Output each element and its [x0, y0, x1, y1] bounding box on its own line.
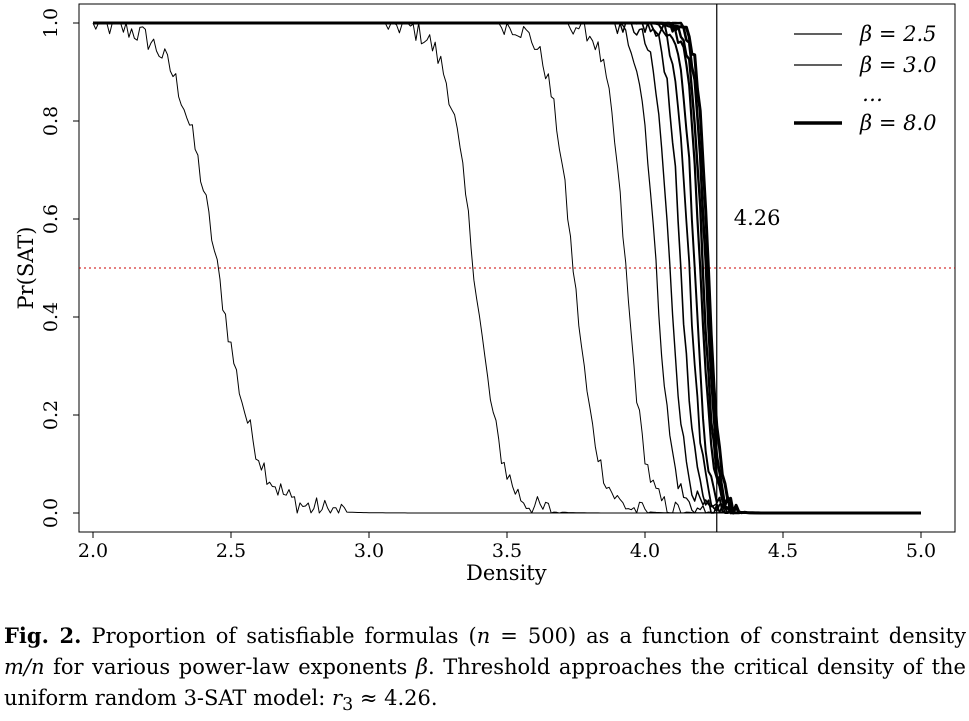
y-tick-label: 0.4 [40, 302, 62, 332]
caption-text-2: = 500) as a function of constraint densi… [490, 624, 966, 648]
caption-mn: m/n [4, 655, 45, 679]
x-tick-label: 2.0 [78, 540, 108, 562]
reference-lines: 4.26 [79, 4, 955, 532]
series-line-5 [93, 22, 921, 514]
caption-text-4: . Threshold approaches the critical dens… [4, 655, 966, 710]
legend-label: … [862, 82, 883, 106]
caption-n-variable: n [476, 624, 491, 648]
legend-label: β = 8.0 [859, 111, 936, 135]
series-line-11 [93, 21, 921, 515]
legend: β = 2.5 β = 3.0 … β = 8.0 [794, 22, 936, 135]
y-tick-label: 0.6 [40, 204, 62, 234]
series-line-7 [93, 22, 921, 514]
series-line-2 [93, 22, 921, 514]
series-line-1 [92, 22, 921, 514]
caption-text-1: Proportion of satisfiable formulas ( [91, 624, 477, 648]
series-line-9 [93, 22, 921, 514]
y-axis-label: Pr(SAT) [14, 227, 38, 310]
x-tick-label: 4.0 [630, 540, 660, 562]
axes-layer: 2.0 2.5 3.0 3.5 4.0 4.5 5.0 0.0 0.2 0.4 0.6 0.8 1.0 [40, 8, 936, 562]
series-line-4 [93, 22, 921, 514]
series-line-3 [93, 22, 921, 514]
series-line-8 [93, 22, 921, 514]
series-line-13 [93, 21, 921, 515]
sat-threshold-chart: 4.26 2.0 2.5 3.0 3.5 4.0 4.5 5.0 0.0 0.2 0.4 0.6 0.… [14, 3, 956, 585]
series-layer [92, 21, 921, 515]
series-line-10 [93, 21, 921, 515]
caption-text-3: for various power-law exponents [44, 655, 416, 679]
legend-label: β = 3.0 [859, 53, 936, 77]
y-tick-label: 1.0 [40, 8, 62, 38]
caption-text-5: ≈ 4.26. [353, 686, 438, 710]
x-tick-label: 3.0 [354, 540, 384, 562]
threshold-label: 4.26 [734, 206, 781, 230]
y-tick-label: 0.0 [40, 498, 62, 528]
figure-caption: Fig. 2. Proportion of satisfiable formul… [4, 620, 966, 721]
x-axis-label: Density [466, 561, 547, 585]
caption-r-subscript: 3 [342, 695, 354, 716]
x-tick-label: 3.5 [492, 540, 522, 562]
x-tick-label: 5.0 [906, 540, 936, 562]
y-tick-label: 0.8 [40, 106, 62, 136]
legend-label: β = 2.5 [859, 22, 936, 46]
x-tick-label: 2.5 [216, 540, 246, 562]
x-tick-label: 4.5 [768, 540, 798, 562]
series-line-12 [93, 21, 921, 515]
y-tick-label: 0.2 [40, 400, 62, 430]
series-line-6 [93, 22, 921, 514]
caption-beta: β [415, 655, 428, 679]
caption-r-symbol: r [332, 686, 343, 710]
caption-label: Fig. 2. [4, 623, 82, 648]
